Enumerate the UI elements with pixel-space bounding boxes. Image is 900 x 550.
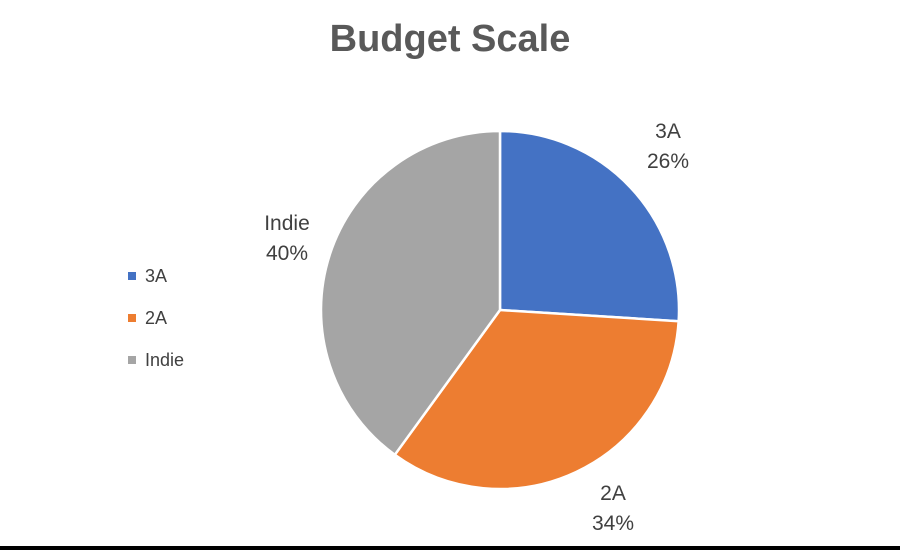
legend-label-3a: 3A (145, 265, 168, 286)
legend-swatch-3a (128, 272, 136, 280)
pie-slice-2a (393, 308, 680, 491)
data-label-category-3a: 3A (655, 120, 681, 143)
legend-item-3a: 3A (128, 255, 184, 297)
data-label-category-2a: 2A (600, 482, 626, 505)
data-label-percent-2a: 34% (592, 512, 634, 535)
chart-title: Budget Scale (329, 18, 571, 60)
pie-data-labels: 3A 26% 2A 34% Indie 40% (264, 120, 689, 535)
legend-label-2a: 2A (145, 307, 168, 328)
pie-slice-indie (319, 129, 502, 457)
data-label-percent-indie: 40% (266, 242, 308, 265)
data-label-percent-3a: 26% (647, 150, 689, 173)
legend-item-indie: Indie (128, 339, 184, 381)
pie-slices (319, 129, 681, 491)
legend: 3A 2A Indie (128, 255, 184, 381)
legend-swatch-2a (128, 314, 136, 322)
legend-item-2a: 2A (128, 297, 184, 339)
legend-label-indie: Indie (145, 349, 185, 370)
data-label-category-indie: Indie (264, 212, 310, 235)
legend-swatch-indie (128, 356, 136, 364)
pie-slice-3a (498, 129, 681, 323)
